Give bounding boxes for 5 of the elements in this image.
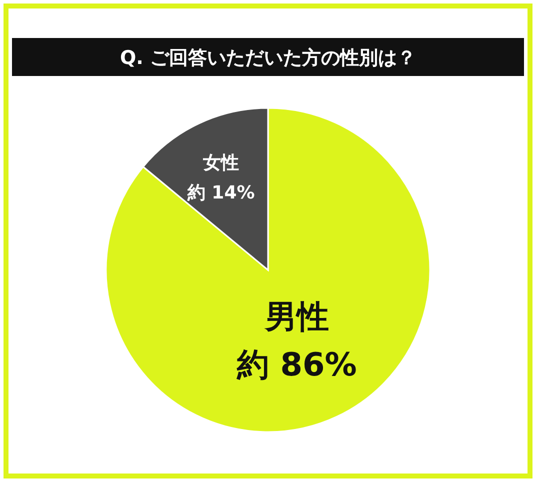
data-label: 約 14% [186,182,255,204]
slice-label: 女性 [202,152,240,174]
chart-title: Q. ご回答いただいた方の性別は？ [120,47,416,69]
slice-label: 男性 [264,298,329,336]
data-label: 約 86% [236,346,357,384]
